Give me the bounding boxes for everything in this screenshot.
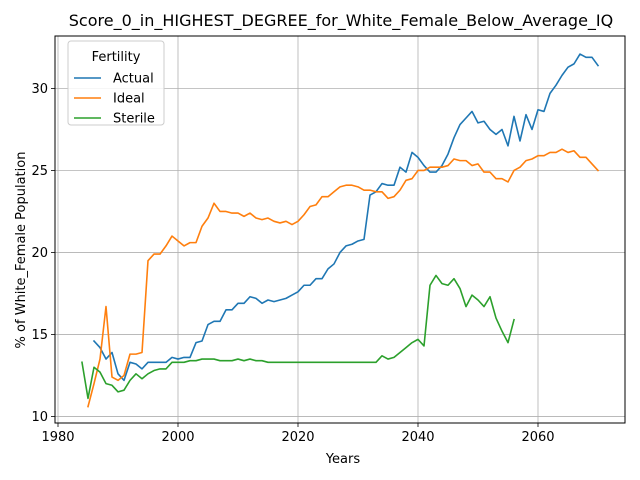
legend-label-actual: Actual [113,72,154,87]
legend-title: Fertility [92,50,141,65]
legend: Fertility Actual Ideal Sterile [67,40,165,127]
x-tick-label: 1980 [41,430,74,445]
y-tick-label: 30 [31,82,48,97]
axes-frame [54,35,626,424]
legend-label-sterile: Sterile [113,112,155,127]
y-axis-label: % of White_Female Population [14,152,29,349]
series-line-actual [92,53,600,382]
x-tick-label: 2040 [401,430,434,445]
x-axis-label: Years [325,452,361,467]
y-tick-label: 25 [31,164,48,179]
x-axis-ticks: 1980 2000 2020 2040 2060 [41,423,555,445]
x-tick-label: 2020 [281,430,314,445]
chart-title: Score_0_in_HIGHEST_DEGREE_for_White_Fema… [69,11,614,31]
y-tick-label: 20 [31,246,48,261]
series-line-ideal [87,148,600,408]
series-line-sterile [81,274,515,400]
y-tick-label: 15 [31,328,48,343]
legend-box [67,40,165,126]
grid-lines [55,36,625,423]
plot-series [81,53,600,408]
legend-label-ideal: Ideal [113,92,145,107]
x-tick-label: 2000 [161,430,194,445]
x-tick-label: 2060 [521,430,554,445]
y-tick-label: 10 [31,410,48,425]
y-axis-ticks: 10 15 20 25 30 [31,82,55,425]
legend-items: Actual Ideal Sterile [74,72,155,127]
